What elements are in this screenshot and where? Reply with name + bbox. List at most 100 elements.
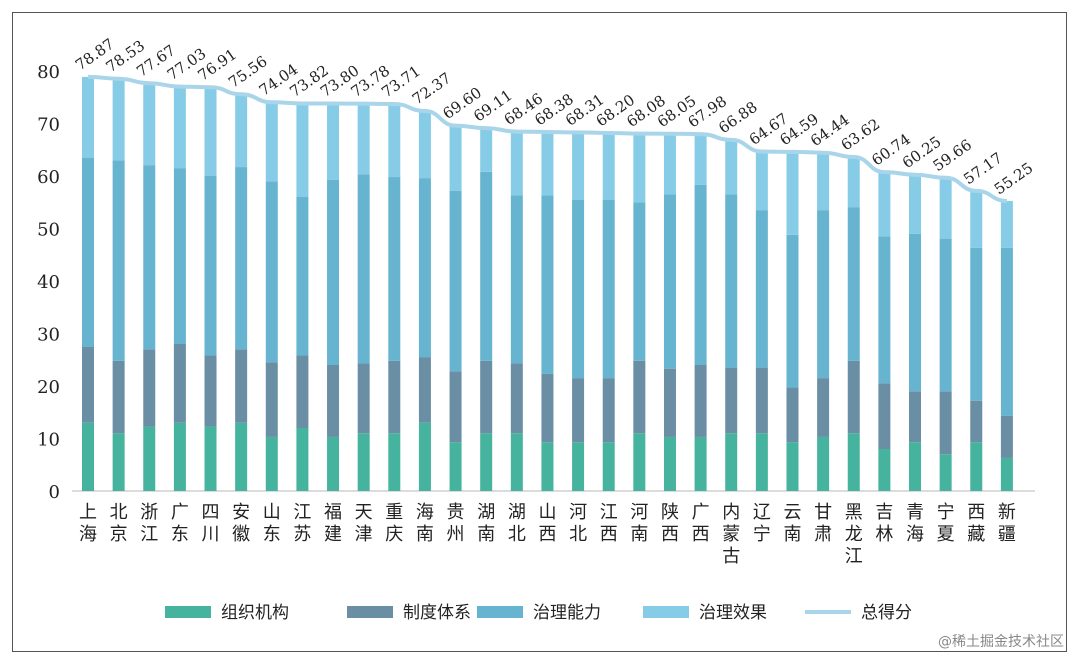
bar-segment-制度体系 [357,363,370,434]
total-score-line [87,74,1008,203]
bar-segment-组织机构 [510,433,523,491]
x-tick-label: 吉 [875,502,893,523]
x-tick-label: 安 [232,502,250,523]
bar-segment-制度体系 [541,373,554,443]
watermark: @稀土掘金技术社区 [938,634,1064,650]
chart-frame [12,12,1067,652]
bar-segment-制度体系 [572,378,585,443]
bar-segment-组织机构 [112,433,125,491]
x-tick-label: 北 [569,524,587,545]
legend-label: 制度体系 [403,603,471,623]
bar-segment-治理效果 [388,104,401,178]
x-tick-label: 南 [477,524,495,545]
x-tick-label: 龙 [845,524,863,545]
bar-segment-治理效果 [449,125,462,191]
bar-segment-治理效果 [939,177,952,239]
x-tick-label: 海 [416,502,434,523]
x-tick-label: 宁 [937,502,955,523]
x-tick-label: 重 [385,502,403,523]
legend-swatch [165,606,211,618]
bar-segment-制度体系 [418,357,431,423]
bar-segment-治理效果 [541,132,554,196]
x-tick-label: 西 [538,524,556,545]
bar-segment-组织机构 [633,433,646,491]
legend-swatch [347,606,393,618]
bar-segment-制度体系 [449,371,462,443]
bar-segment-制度体系 [82,346,94,423]
bar-segment-治理能力 [970,247,983,401]
bar-segment-制度体系 [909,391,922,443]
y-tick-label: 60 [37,167,60,188]
bar-segment-治理能力 [1000,247,1013,416]
bar-segment-治理能力 [449,190,462,372]
x-tick-label: 林 [875,524,893,545]
bar-segment-组织机构 [725,433,738,491]
x-tick-label: 天 [355,502,373,523]
legend-swatch [477,606,523,618]
bar-segment-组织机构 [480,433,493,491]
bar-segment-制度体系 [755,367,768,434]
bar-segment-治理效果 [1000,200,1013,248]
x-tick-label: 新 [998,502,1016,523]
bar-segment-治理效果 [970,190,983,248]
bar-segment-制度体系 [847,360,860,434]
bar-segment-治理能力 [112,160,125,361]
bar-segment-组织机构 [1000,457,1013,491]
bar-segment-治理效果 [510,131,523,196]
bar-segment-制度体系 [725,367,738,434]
x-tick-label: 内 [722,502,740,523]
x-tick-label: 古 [722,546,740,567]
y-tick-label: 50 [37,220,60,241]
bar-segment-组织机构 [817,436,830,491]
y-tick-label: 30 [37,325,60,346]
bar-segment-治理能力 [847,207,860,361]
bar-segment-制度体系 [143,349,156,427]
bar-segment-组织机构 [939,454,952,491]
bar-segment-治理效果 [725,139,738,195]
bar-segment-制度体系 [970,400,983,443]
bar-segment-治理能力 [817,210,830,379]
bar-segment-治理能力 [296,197,309,356]
bar-segment-制度体系 [235,349,248,423]
bar-segment-治理能力 [694,184,707,365]
x-tick-label: 山 [263,502,281,523]
x-tick-label: 河 [630,502,648,523]
x-tick-label: 津 [355,524,373,545]
x-tick-label: 辽 [753,502,771,523]
bar-segment-治理效果 [265,102,278,182]
bar-segment-治理能力 [725,194,738,368]
bar-segment-制度体系 [817,378,830,437]
bar-segment-治理效果 [112,78,125,161]
bar-segment-组织机构 [602,442,615,491]
bar-segment-组织机构 [541,442,554,491]
bar-segment-治理效果 [663,133,676,195]
bar-segment-治理效果 [296,103,309,197]
bar-segment-治理效果 [204,87,217,176]
bar-segment-治理效果 [357,103,370,175]
bar-segment-治理效果 [786,151,799,235]
y-tick-label: 80 [37,62,60,83]
x-tick-label: 浙 [140,502,158,523]
x-tick-label: 广 [171,502,189,523]
x-tick-label: 海 [79,524,97,545]
x-tick-label: 湖 [508,502,526,523]
bar-segment-组织机构 [327,436,340,491]
x-tick-label: 夏 [937,524,955,545]
bar-segment-组织机构 [663,436,676,491]
bar-segment-治理能力 [173,168,186,344]
x-tick-label: 福 [324,502,342,523]
bar-segment-组织机构 [970,442,983,491]
legend-label: 组织机构 [221,603,289,623]
x-tick-label: 西 [967,502,985,523]
bar-segment-组织机构 [235,422,248,491]
x-tick-label: 河 [569,502,587,523]
x-tick-label: 南 [783,524,801,545]
bar-segment-治理能力 [418,178,431,358]
bar-segment-治理效果 [143,83,156,166]
bar-segment-组织机构 [847,433,860,491]
x-tick-label: 贵 [447,502,465,523]
x-tick-label: 北 [508,524,526,545]
x-tick-label: 京 [110,524,128,545]
bar-segment-治理效果 [909,174,922,234]
